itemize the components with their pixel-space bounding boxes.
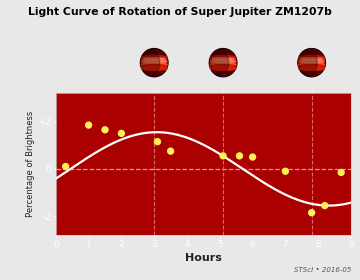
- Point: [63, 164, 68, 169]
- Point: [237, 154, 242, 158]
- Ellipse shape: [211, 49, 229, 76]
- Ellipse shape: [210, 55, 236, 60]
- Ellipse shape: [301, 58, 323, 60]
- Ellipse shape: [141, 58, 167, 62]
- Ellipse shape: [298, 49, 325, 77]
- Point: [338, 170, 344, 175]
- Ellipse shape: [299, 65, 324, 69]
- Ellipse shape: [141, 55, 167, 60]
- Ellipse shape: [141, 67, 167, 70]
- Point: [118, 131, 124, 136]
- Ellipse shape: [210, 63, 236, 67]
- X-axis label: Hours: Hours: [185, 253, 222, 263]
- Ellipse shape: [143, 58, 165, 60]
- Ellipse shape: [141, 60, 167, 64]
- Point: [309, 211, 315, 215]
- Point: [220, 154, 226, 158]
- Point: [283, 169, 288, 174]
- Ellipse shape: [210, 60, 236, 64]
- Text: Light Curve of Rotation of Super Jupiter ZM1207b: Light Curve of Rotation of Super Jupiter…: [28, 7, 332, 17]
- Y-axis label: Percentage of Brightness: Percentage of Brightness: [26, 111, 35, 217]
- Ellipse shape: [299, 67, 324, 70]
- Ellipse shape: [210, 58, 236, 62]
- Ellipse shape: [141, 65, 167, 69]
- Ellipse shape: [210, 67, 236, 70]
- Ellipse shape: [141, 63, 167, 67]
- Ellipse shape: [141, 49, 167, 76]
- Ellipse shape: [209, 49, 237, 77]
- Ellipse shape: [299, 60, 324, 64]
- Ellipse shape: [210, 65, 236, 69]
- Ellipse shape: [299, 58, 324, 62]
- Point: [168, 149, 174, 153]
- Ellipse shape: [142, 49, 160, 76]
- Ellipse shape: [142, 60, 166, 62]
- Ellipse shape: [299, 55, 324, 60]
- Text: STScI • 2016-05: STScI • 2016-05: [294, 267, 351, 273]
- Ellipse shape: [212, 58, 234, 60]
- Ellipse shape: [299, 49, 317, 76]
- Ellipse shape: [211, 60, 235, 62]
- Ellipse shape: [140, 49, 168, 77]
- Point: [154, 139, 160, 144]
- Point: [102, 128, 108, 132]
- Point: [86, 123, 91, 127]
- Ellipse shape: [210, 49, 236, 76]
- Ellipse shape: [299, 63, 324, 67]
- Point: [250, 155, 256, 159]
- Point: [322, 203, 328, 208]
- Ellipse shape: [298, 49, 325, 76]
- Ellipse shape: [300, 60, 324, 62]
